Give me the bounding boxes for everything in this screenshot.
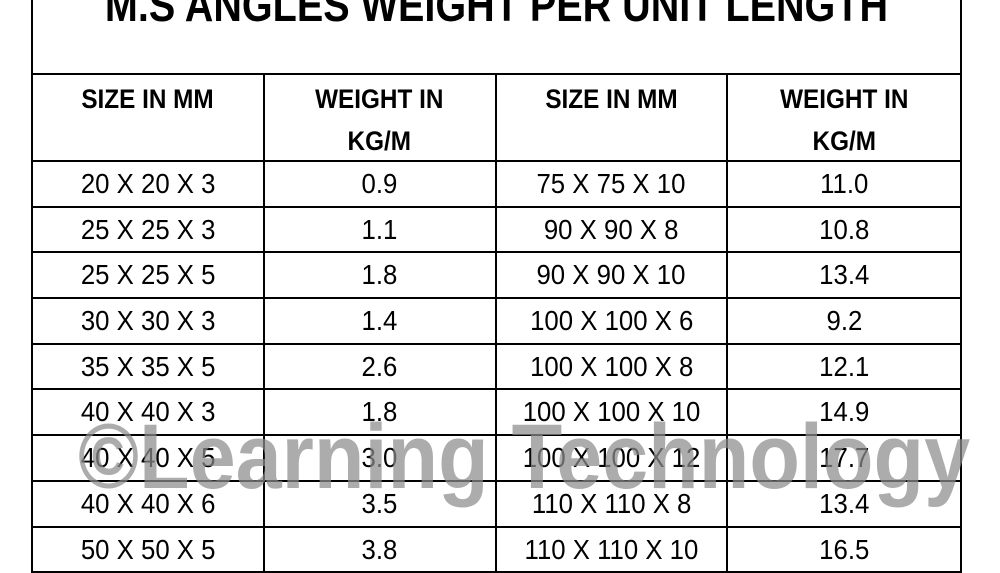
- cell-value: 14.9: [819, 390, 869, 434]
- column-header-line: KG/M: [812, 120, 875, 162]
- table-cell: 25 X 25 X 3: [33, 208, 265, 252]
- table-cell: 1.8: [265, 390, 497, 434]
- table-cell: 25 X 25 X 5: [33, 253, 265, 297]
- cell-value: 40 X 40 X 3: [81, 390, 216, 434]
- table-title: M.S ANGLES WEIGHT PER UNIT LENGTH: [98, 0, 895, 32]
- table-cell: 11.0: [728, 162, 960, 206]
- column-header-line: SIZE IN MM: [545, 78, 677, 120]
- table-cell: 110 X 110 X 10: [497, 528, 729, 572]
- table-cell: 75 X 75 X 10: [497, 162, 729, 206]
- cell-value: 25 X 25 X 5: [81, 253, 216, 297]
- cell-value: 110 X 110 X 8: [532, 482, 691, 526]
- cell-value: 50 X 50 X 5: [81, 528, 216, 572]
- weight-table: M.S ANGLES WEIGHT PER UNIT LENGTH SIZE I…: [31, 0, 962, 573]
- cell-value: 13.4: [819, 253, 869, 297]
- cell-value: 17.7: [819, 436, 869, 480]
- table-row: 40 X 40 X 6 3.5 110 X 110 X 8 13.4: [33, 482, 960, 528]
- table-row: 20 X 20 X 3 0.9 75 X 75 X 10 11.0: [33, 162, 960, 208]
- cell-value: 20 X 20 X 3: [81, 162, 216, 206]
- table-cell: 17.7: [728, 436, 960, 480]
- cell-value: 30 X 30 X 3: [81, 299, 216, 343]
- table-row: 35 X 35 X 5 2.6 100 X 100 X 8 12.1: [33, 345, 960, 391]
- table-cell: 9.2: [728, 299, 960, 343]
- table-cell: 1.4: [265, 299, 497, 343]
- table-cell: 10.8: [728, 208, 960, 252]
- table-cell: 50 X 50 X 5: [33, 528, 265, 572]
- cell-value: 110 X 110 X 10: [524, 528, 698, 572]
- cell-value: 100 X 100 X 10: [523, 390, 701, 434]
- cell-value: 35 X 35 X 5: [81, 345, 216, 389]
- table-cell: 1.8: [265, 253, 497, 297]
- cell-value: 12.1: [819, 345, 869, 389]
- cell-value: 2.6: [362, 345, 398, 389]
- cell-value: 1.8: [362, 390, 398, 434]
- cell-value: 75 X 75 X 10: [537, 162, 686, 206]
- table-cell: 90 X 90 X 10: [497, 253, 729, 297]
- cell-value: 10.8: [819, 208, 869, 252]
- table-cell: 90 X 90 X 8: [497, 208, 729, 252]
- table-cell: 35 X 35 X 5: [33, 345, 265, 389]
- cell-value: 3.8: [362, 528, 398, 572]
- cell-value: 25 X 25 X 3: [81, 208, 216, 252]
- cell-value: 1.8: [362, 253, 398, 297]
- table-row: 25 X 25 X 5 1.8 90 X 90 X 10 13.4: [33, 253, 960, 299]
- cell-value: 9.2: [826, 299, 862, 343]
- cell-value: 100 X 100 X 6: [530, 299, 693, 343]
- cell-value: 40 X 40 X 5: [81, 436, 216, 480]
- cell-value: 16.5: [819, 528, 869, 572]
- column-header-line: SIZE IN MM: [82, 78, 214, 120]
- table-cell: 100 X 100 X 10: [497, 390, 729, 434]
- table-cell: 30 X 30 X 3: [33, 299, 265, 343]
- table-cell: 20 X 20 X 3: [33, 162, 265, 206]
- table-cell: 13.4: [728, 482, 960, 526]
- column-header: SIZE IN MM: [33, 75, 265, 160]
- table-cell: 40 X 40 X 3: [33, 390, 265, 434]
- cell-value: 0.9: [362, 162, 398, 206]
- table-cell: 12.1: [728, 345, 960, 389]
- column-header-line: WEIGHT IN: [780, 78, 908, 120]
- table-cell: 40 X 40 X 5: [33, 436, 265, 480]
- table-row: 40 X 40 X 5 3.0 100 X 100 X 12 17.7: [33, 436, 960, 482]
- cell-value: 90 X 90 X 10: [537, 253, 686, 297]
- cell-value: 100 X 100 X 8: [530, 345, 693, 389]
- cell-value: 13.4: [819, 482, 869, 526]
- table-cell: 16.5: [728, 528, 960, 572]
- column-header-line: KG/M: [348, 120, 411, 162]
- table-row: 30 X 30 X 3 1.4 100 X 100 X 6 9.2: [33, 299, 960, 345]
- table-cell: 3.0: [265, 436, 497, 480]
- table-cell: 0.9: [265, 162, 497, 206]
- cell-value: 90 X 90 X 8: [544, 208, 679, 252]
- table-cell: 100 X 100 X 8: [497, 345, 729, 389]
- table-cell: 14.9: [728, 390, 960, 434]
- table-cell: 110 X 110 X 8: [497, 482, 729, 526]
- table-row: 50 X 50 X 5 3.8 110 X 110 X 10 16.5: [33, 528, 960, 573]
- table-cell: 40 X 40 X 6: [33, 482, 265, 526]
- table-cell: 3.8: [265, 528, 497, 572]
- table-row: 25 X 25 X 3 1.1 90 X 90 X 8 10.8: [33, 208, 960, 254]
- table-cell: 1.1: [265, 208, 497, 252]
- cell-value: 100 X 100 X 12: [523, 436, 701, 480]
- column-header: SIZE IN MM: [497, 75, 729, 160]
- cell-value: 11.0: [820, 162, 868, 206]
- cell-value: 3.5: [362, 482, 398, 526]
- cell-value: 3.0: [362, 436, 398, 480]
- cell-value: 40 X 40 X 6: [81, 482, 216, 526]
- table-cell: 100 X 100 X 12: [497, 436, 729, 480]
- table-cell: 3.5: [265, 482, 497, 526]
- table-title-row: M.S ANGLES WEIGHT PER UNIT LENGTH: [33, 0, 960, 75]
- table-cell: 13.4: [728, 253, 960, 297]
- table-cell: 2.6: [265, 345, 497, 389]
- table-row: 40 X 40 X 3 1.8 100 X 100 X 10 14.9: [33, 390, 960, 436]
- cell-value: 1.1: [362, 208, 398, 252]
- cell-value: 1.4: [362, 299, 398, 343]
- table-cell: 100 X 100 X 6: [497, 299, 729, 343]
- column-header-line: WEIGHT IN: [316, 78, 444, 120]
